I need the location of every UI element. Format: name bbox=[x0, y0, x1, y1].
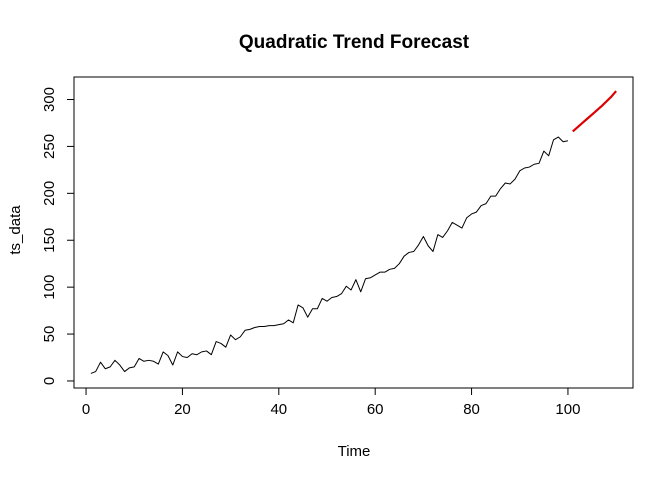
x-tick-label: 0 bbox=[82, 401, 90, 418]
x-axis: 0 20 40 60 80 100 bbox=[82, 387, 580, 418]
y-tick-label: 250 bbox=[41, 134, 58, 159]
y-tick-label: 150 bbox=[41, 228, 58, 253]
forecast-series-line bbox=[572, 90, 617, 133]
x-tick-label: 20 bbox=[174, 401, 191, 418]
x-axis-label: Time bbox=[338, 443, 371, 460]
x-tick-label: 40 bbox=[270, 401, 287, 418]
y-tick-label: 200 bbox=[41, 181, 58, 206]
y-tick-label: 0 bbox=[41, 377, 58, 385]
y-axis-label: ts_data bbox=[7, 205, 24, 255]
x-tick-label: 80 bbox=[463, 401, 480, 418]
y-tick-label: 50 bbox=[41, 326, 58, 343]
plot-box bbox=[73, 76, 634, 389]
x-tick-label: 60 bbox=[367, 401, 384, 418]
y-axis: 0 50 100 150 200 250 300 bbox=[41, 87, 75, 385]
y-tick-label: 100 bbox=[41, 275, 58, 300]
series-layer bbox=[90, 90, 617, 374]
x-tick-label: 100 bbox=[555, 401, 580, 418]
y-tick-label: 300 bbox=[41, 87, 58, 112]
observed-series-line bbox=[90, 136, 569, 374]
chart-title: Quadratic Trend Forecast bbox=[239, 32, 470, 53]
